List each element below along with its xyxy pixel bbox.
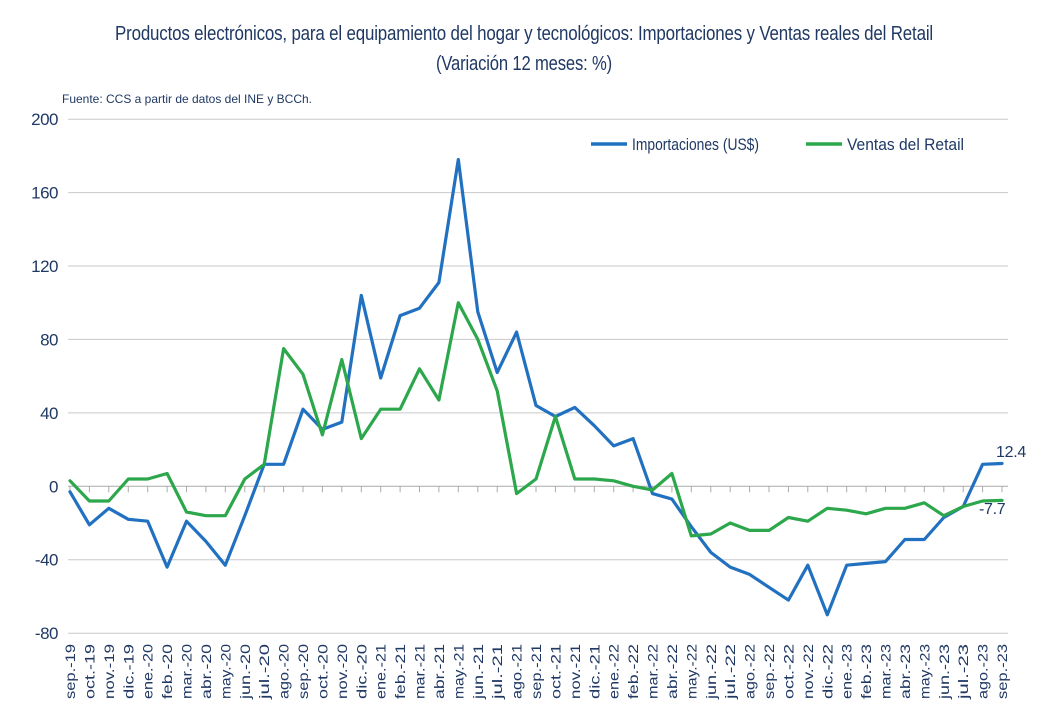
x-axis-label: abr.-20	[198, 644, 214, 699]
x-axis-label: feb.-23	[858, 644, 874, 699]
x-axis-label: dic.-21	[586, 644, 602, 699]
x-axis-label: mar.-20	[179, 644, 195, 699]
chart-subtitle: (Variación 12 meses: %)	[436, 53, 612, 75]
x-axis-label: may.-21	[450, 644, 466, 699]
end-label-ventas: -7.7	[979, 501, 1006, 518]
x-axis-label: ene.-22	[606, 644, 622, 699]
x-axis-label: oct.-19	[81, 644, 97, 699]
x-axis-label: jun.-23	[936, 644, 952, 701]
x-axis-label: may.-20	[217, 644, 233, 699]
x-axis-label: jul.-23	[955, 644, 971, 701]
x-axis-label: nov.-22	[800, 644, 816, 699]
x-axis-label: jul.-20	[256, 644, 272, 701]
x-axis-label: abr.-21	[431, 644, 447, 699]
legend-label-importaciones: Importaciones (US$)	[632, 135, 759, 154]
x-axis-label: sep.-21	[528, 644, 544, 699]
x-axis-label: may.-23	[916, 644, 932, 699]
x-axis-label: ene.-20	[140, 644, 156, 699]
x-axis-label: may.-22	[683, 644, 699, 699]
x-axis-label: jul.-22	[722, 644, 738, 701]
x-axis-label: ago.-23	[975, 644, 991, 699]
legend-label-ventas: Ventas del Retail	[847, 135, 964, 154]
y-axis-label: 120	[31, 257, 58, 276]
y-axis-label: -40	[35, 551, 58, 570]
x-axis-label: nov.-20	[334, 644, 350, 699]
chart-title: Productos electrónicos, para el equipami…	[115, 23, 933, 45]
series-line-importaciones	[68, 157, 1004, 617]
y-axis-label: 200	[31, 110, 58, 129]
y-axis-label: 40	[40, 404, 58, 423]
x-axis-label: abr.-23	[897, 644, 913, 699]
x-axis-label: nov.-21	[567, 644, 583, 699]
x-axis-label: sep.-23	[994, 644, 1010, 699]
x-axis-label: oct.-20	[314, 644, 330, 699]
x-axis-label: jul.-21	[489, 644, 505, 701]
x-axis-label: oct.-21	[547, 644, 563, 699]
x-axis-label: oct.-22	[780, 644, 796, 699]
y-axis-label: -80	[35, 624, 58, 643]
x-axis-label: sep.-20	[295, 644, 311, 699]
x-axis-label: jun.-20	[237, 644, 253, 701]
x-axis-labels-group: sep.-19 oct.-19 nov.-19 dic.-19 ene.-20 feb.-…	[62, 644, 1010, 701]
x-axis-label: jun.-21	[470, 644, 486, 701]
y-axis-label: 0	[49, 477, 58, 496]
x-axis-label: ene.-21	[373, 644, 389, 699]
x-axis-label: mar.-21	[412, 644, 428, 699]
x-axis-label: sep.-19	[62, 644, 78, 699]
axis-ticks-group	[69, 486, 1003, 493]
x-axis-label: mar.-23	[878, 644, 894, 699]
x-axis-label: feb.-22	[625, 644, 641, 699]
x-axis-label: feb.-20	[159, 644, 175, 699]
x-axis-label: nov.-19	[101, 644, 117, 699]
x-axis-label: dic.-20	[353, 644, 369, 699]
y-axis-label: 80	[40, 330, 58, 349]
x-axis-label: sep.-22	[761, 644, 777, 699]
x-axis-label: dic.-19	[120, 644, 136, 699]
x-axis-label: ene.-23	[839, 644, 855, 699]
legend: Importaciones (US$) Ventas del Retail	[591, 135, 964, 154]
x-axis-label: dic.-22	[819, 644, 835, 699]
series-line-ventas	[68, 301, 1004, 538]
end-label-importaciones: 12.4	[996, 444, 1026, 461]
y-axis-label: 160	[31, 184, 58, 203]
x-axis-label: mar.-22	[645, 644, 661, 699]
series-group	[68, 157, 1004, 617]
x-axis-label: ago.-22	[742, 644, 758, 699]
x-axis-label: ago.-21	[509, 644, 525, 699]
x-axis-label: jun.-22	[703, 644, 719, 701]
gridlines-group: 200 160 120 80 40 0 -40 -80	[31, 110, 1008, 643]
source-note: Fuente: CCS a partir de datos del INE y …	[62, 92, 312, 106]
x-axis-label: feb.-21	[392, 644, 408, 699]
x-axis-label: ago.-20	[276, 644, 292, 699]
x-axis-label: abr.-22	[664, 644, 680, 699]
